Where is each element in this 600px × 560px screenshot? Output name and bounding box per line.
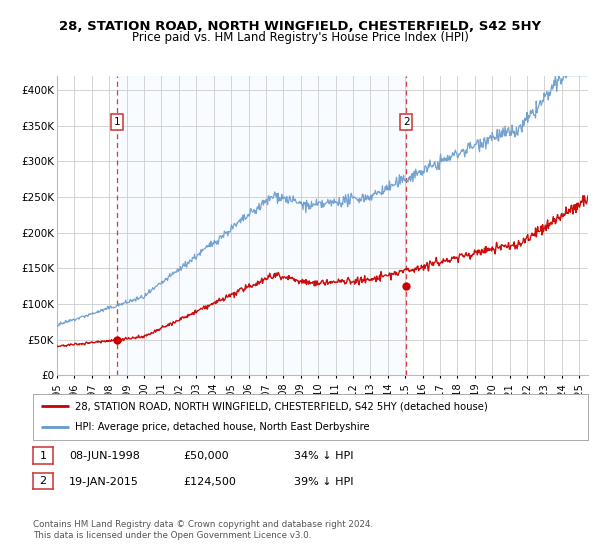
Text: Price paid vs. HM Land Registry's House Price Index (HPI): Price paid vs. HM Land Registry's House … bbox=[131, 31, 469, 44]
Text: 1: 1 bbox=[40, 451, 46, 461]
Text: £124,500: £124,500 bbox=[183, 477, 236, 487]
Text: 2: 2 bbox=[40, 476, 46, 486]
Bar bbox=[117, 76, 406, 375]
Text: 39% ↓ HPI: 39% ↓ HPI bbox=[294, 477, 353, 487]
Text: 28, STATION ROAD, NORTH WINGFIELD, CHESTERFIELD, S42 5HY (detached house): 28, STATION ROAD, NORTH WINGFIELD, CHEST… bbox=[74, 401, 487, 411]
Text: HPI: Average price, detached house, North East Derbyshire: HPI: Average price, detached house, Nort… bbox=[74, 422, 369, 432]
Text: 19-JAN-2015: 19-JAN-2015 bbox=[69, 477, 139, 487]
Text: 28, STATION ROAD, NORTH WINGFIELD, CHESTERFIELD, S42 5HY: 28, STATION ROAD, NORTH WINGFIELD, CHEST… bbox=[59, 20, 541, 32]
Text: 34% ↓ HPI: 34% ↓ HPI bbox=[294, 451, 353, 461]
Text: £50,000: £50,000 bbox=[183, 451, 229, 461]
Text: 2: 2 bbox=[403, 117, 409, 127]
Text: 08-JUN-1998: 08-JUN-1998 bbox=[69, 451, 140, 461]
Text: Contains HM Land Registry data © Crown copyright and database right 2024.
This d: Contains HM Land Registry data © Crown c… bbox=[33, 520, 373, 540]
Text: 1: 1 bbox=[113, 117, 120, 127]
